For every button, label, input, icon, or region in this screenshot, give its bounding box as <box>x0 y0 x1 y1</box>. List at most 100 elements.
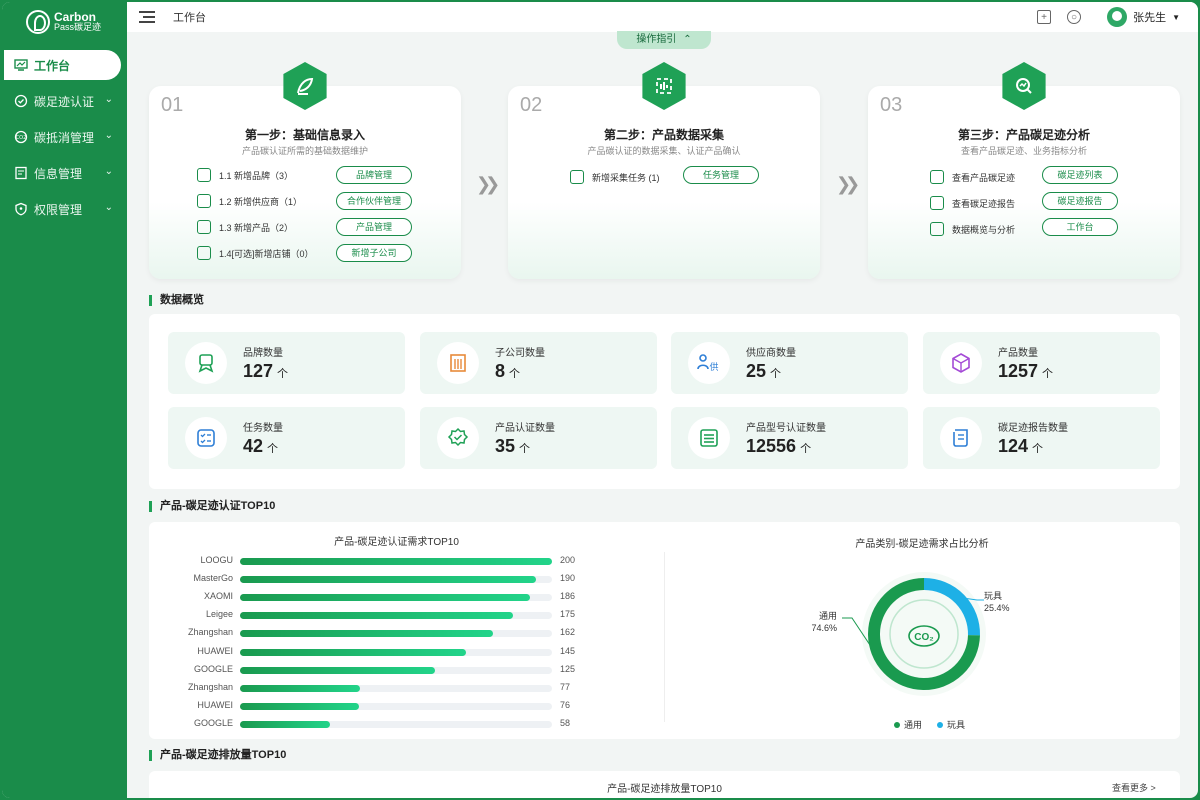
stat-value: 42 个 <box>243 436 278 457</box>
footprint-list-button[interactable]: 碳足迹列表 <box>1042 166 1118 184</box>
chevron-down-icon: ⌄ <box>104 130 113 141</box>
bar-category-label: MasterGo <box>193 573 233 584</box>
step-title: 第三步：产品碳足迹分析 <box>957 128 1090 142</box>
bar[interactable] <box>240 612 513 620</box>
stat-unit: 个 <box>1042 368 1054 380</box>
step-card-3: 03 第三步：产品碳足迹分析 查看产品碳足迹、业务指标分析 查看产品碳足迹 碳足… <box>868 62 1180 279</box>
bar[interactable] <box>240 576 537 584</box>
bar-category-label: Zhangshan <box>187 627 233 638</box>
bar[interactable] <box>240 648 467 656</box>
bar[interactable] <box>240 558 552 565</box>
user-menu[interactable]: 张先生 ▼ <box>1107 7 1180 27</box>
guide-toggle[interactable]: 操作指引 ⌃ <box>617 31 711 49</box>
footprint-report-button[interactable]: 碳足迹报告 <box>1042 192 1118 210</box>
bar[interactable] <box>240 666 435 674</box>
brand-icon <box>185 342 227 384</box>
headset-icon[interactable]: ○ <box>1067 10 1082 24</box>
donut-inner-ring <box>889 599 959 669</box>
step-number: 03 <box>880 94 903 116</box>
pie-slice-toy[interactable] <box>923 578 980 636</box>
bar-category-label: HUAWEI <box>197 699 233 710</box>
sidebar-item-permission[interactable]: 权限管理 ⌄ <box>4 194 121 224</box>
stat-card[interactable]: 碳足迹报告数量 124 个 <box>923 407 1160 469</box>
step-row: 新增采集任务 (1) <box>570 170 660 184</box>
logo[interactable]: Carbon Pass碳足迹 <box>2 2 127 42</box>
stat-number: 42 <box>243 436 264 456</box>
stat-number: 127 <box>243 361 274 381</box>
sidebar-item-label: 权限管理 <box>34 202 83 217</box>
legend-label: 通用 <box>904 720 923 730</box>
menu-collapse-icon[interactable] <box>139 11 155 23</box>
workbench-button[interactable]: 工作台 <box>1042 218 1118 236</box>
model-list-icon <box>688 417 730 459</box>
step-row-text: 1.4[可选]新增店铺（0） <box>219 248 314 259</box>
partner-manage-button[interactable]: 合作伙伴管理 <box>336 192 412 210</box>
bar-category-label: HUAWEI <box>197 645 233 656</box>
step-card-2: 02 第二步：产品数据采集 产品碳认证的数据采集、认证产品确认 新增采集任务 (… <box>508 62 820 279</box>
stat-unit: 个 <box>277 368 289 380</box>
pie-slice-general[interactable] <box>868 578 980 690</box>
bar[interactable] <box>240 630 493 638</box>
sidebar-item-carbon-cert[interactable]: 碳足迹认证 ⌄ <box>4 86 121 116</box>
step-row-text: 新增采集任务 (1) <box>592 172 660 183</box>
top10-section-title: 产品-碳足迹认证TOP10 <box>149 501 275 512</box>
bar-value-label: 186 <box>560 591 576 602</box>
bar-category-label: XAOMI <box>203 591 233 602</box>
add-document-icon[interactable]: + <box>1037 10 1052 24</box>
bar-chart-title: 产品-碳足迹认证需求TOP10 <box>334 537 459 548</box>
stat-unit: 个 <box>800 443 812 455</box>
double-chevron-right-icon: ❯❯ <box>476 174 500 194</box>
view-more-link[interactable]: 查看更多 > <box>1112 783 1156 793</box>
bar-value-label: 190 <box>560 573 576 584</box>
stat-label: 产品认证数量 <box>495 423 555 434</box>
sidebar-item-label: 工作台 <box>34 58 71 73</box>
report-icon <box>930 196 944 210</box>
bar[interactable] <box>240 684 361 692</box>
cube-icon <box>940 342 982 384</box>
sidebar-item-info[interactable]: 信息管理 ⌄ <box>4 158 121 188</box>
bar[interactable] <box>240 702 359 710</box>
donut-center-text: CO₂ <box>914 632 933 643</box>
stat-number: 8 <box>495 361 506 381</box>
bar[interactable] <box>240 594 531 602</box>
task-manage-button[interactable]: 任务管理 <box>683 166 759 184</box>
leaf-edit-icon <box>283 62 327 110</box>
stat-card[interactable]: 品牌数量 127 个 <box>168 332 405 394</box>
emission-section-title: 产品-碳足迹排放量TOP10 <box>149 750 286 761</box>
stat-number: 1257 <box>998 361 1039 381</box>
stat-value: 12556 个 <box>746 436 811 457</box>
product-manage-button[interactable]: 产品管理 <box>336 218 412 236</box>
stat-card[interactable]: 供 供应商数量 25 个 <box>671 332 908 394</box>
pie-percent-label: 25.4% <box>984 603 1010 613</box>
bar-track <box>240 684 552 692</box>
co2-cloud-icon <box>930 170 944 184</box>
bar-value-label: 77 <box>560 681 571 692</box>
step-row: 查看碳足迹报告 <box>930 196 1015 210</box>
stat-card[interactable]: 产品型号认证数量 12556 个 <box>671 407 908 469</box>
logo-text-line1: Carbon <box>54 10 96 24</box>
stat-number: 12556 <box>746 436 797 456</box>
sidebar-item-label: 碳抵消管理 <box>34 130 95 145</box>
chart-divider <box>664 552 665 722</box>
legend-item-toy[interactable]: 玩具 <box>937 718 965 731</box>
brand-manage-button[interactable]: 品牌管理 <box>336 166 412 184</box>
stat-card[interactable]: 产品认证数量 35 个 <box>420 407 657 469</box>
bar-value-label: 76 <box>560 699 571 710</box>
caret-down-icon: ▼ <box>1172 12 1180 22</box>
step-row: 查看产品碳足迹 <box>930 170 1015 184</box>
add-subsidiary-button[interactable]: 新增子公司 <box>336 244 412 262</box>
stat-card[interactable]: 产品数量 1257 个 <box>923 332 1160 394</box>
stat-card[interactable]: 任务数量 42 个 <box>168 407 405 469</box>
svg-text:供: 供 <box>709 361 718 373</box>
building-icon <box>437 342 479 384</box>
stat-label: 产品型号认证数量 <box>746 423 826 434</box>
step-number: 01 <box>161 94 184 116</box>
sidebar-item-offset[interactable]: CO2 碳抵消管理 ⌄ <box>4 122 121 152</box>
legend-label: 玩具 <box>947 720 966 730</box>
legend-item-general[interactable]: 通用 <box>894 718 922 731</box>
sidebar-item-workbench[interactable]: 工作台 <box>4 50 121 80</box>
bar[interactable] <box>240 720 331 728</box>
stat-unit: 个 <box>267 443 279 455</box>
